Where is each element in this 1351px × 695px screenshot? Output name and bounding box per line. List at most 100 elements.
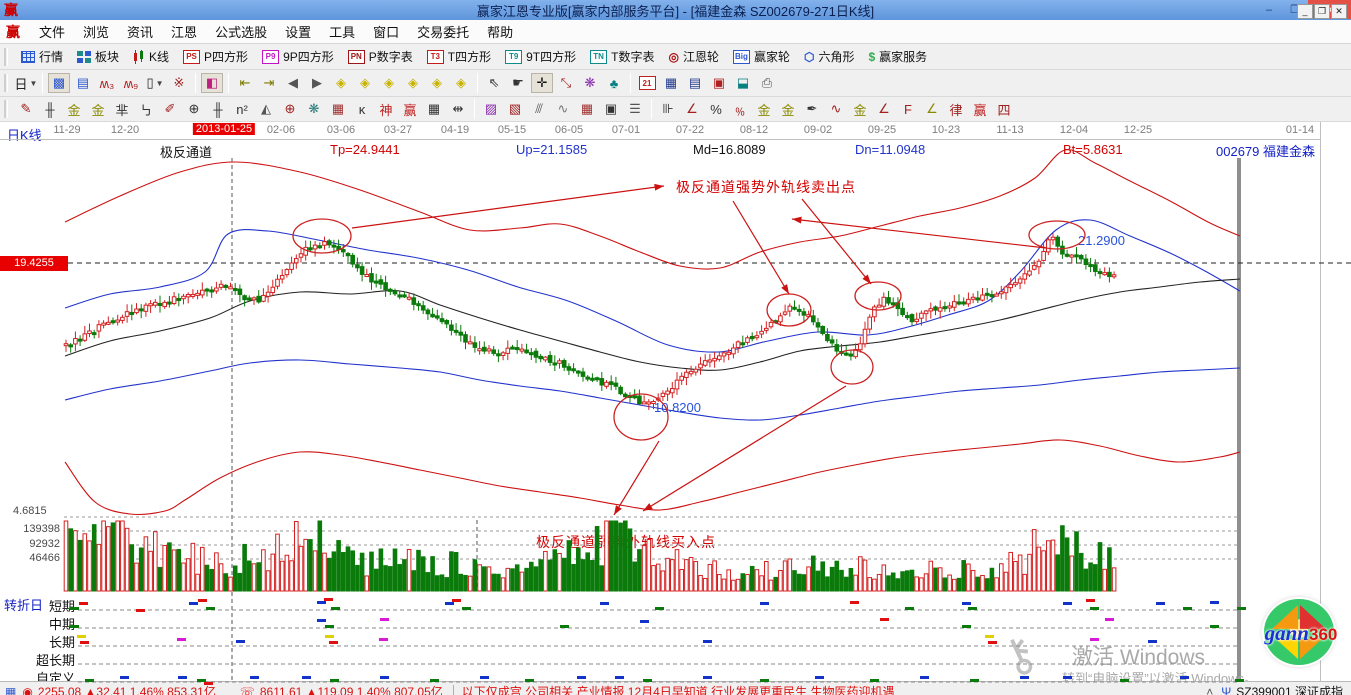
gann-square-icon[interactable]: ▦: [331, 101, 345, 116]
toolbar-handle[interactable]: [4, 100, 8, 118]
gann-fline-icon[interactable]: F: [904, 101, 912, 117]
winner-service-button[interactable]: $ 赢家服务: [868, 49, 928, 65]
pattern-mode-icon[interactable]: ▩: [48, 73, 70, 93]
panel-row-长期[interactable]: 长期: [48, 635, 75, 650]
gann-grid2-icon[interactable]: ╫: [213, 101, 223, 117]
mdi-close-button[interactable]: ✕: [1331, 4, 1347, 19]
gann-star-icon[interactable]: ❋: [308, 101, 320, 116]
t-number-table-button[interactable]: TN T数字表: [583, 47, 661, 66]
wave3-icon[interactable]: ʍ₃: [99, 75, 115, 91]
9p-square-button[interactable]: P9 9P四方形: [255, 47, 341, 66]
gann-f-icon[interactable]: 芈: [115, 102, 129, 118]
gann-spiral-icon[interactable]: ㇉: [139, 102, 153, 118]
p-number-table-button[interactable]: PN P数字表: [341, 47, 420, 66]
candle-style-icon[interactable]: ▯ ▼: [146, 75, 164, 90]
panel-row-超长期[interactable]: 超长期: [35, 653, 75, 668]
pointer-tool-icon[interactable]: ⇖: [488, 75, 500, 90]
menu-交易委托[interactable]: 交易委托: [417, 25, 470, 40]
kline-button[interactable]: K线: [126, 47, 176, 66]
indicator-name[interactable]: 极反通道: [160, 145, 213, 160]
save-icon[interactable]: ▣: [712, 75, 726, 90]
gann-grid1-icon[interactable]: ╫: [45, 101, 55, 117]
menu-窗口[interactable]: 窗口: [373, 25, 400, 40]
t-square-button[interactable]: T3 T四方形: [420, 47, 498, 66]
gann-box2-icon[interactable]: ▧: [508, 101, 522, 116]
gann-wave2-icon[interactable]: ∿: [830, 101, 842, 116]
gann-circle-icon[interactable]: ⊕: [188, 101, 200, 116]
gann-gold1-icon[interactable]: 金: [67, 102, 81, 118]
p-square-button[interactable]: PS P四方形: [176, 47, 255, 66]
gann-angle-icon[interactable]: ◭: [261, 101, 271, 116]
volume-profile-icon[interactable]: ◧: [201, 73, 223, 93]
menu-资讯[interactable]: 资讯: [127, 25, 154, 40]
gann-fan-icon[interactable]: ⫻: [535, 101, 543, 116]
phone-icon[interactable]: ☏: [239, 684, 255, 695]
calendar-icon[interactable]: 21: [636, 73, 658, 93]
minimize-button[interactable]: –: [1265, 3, 1273, 16]
wave9-icon[interactable]: ʍ₉: [123, 75, 139, 91]
panel-row-中期[interactable]: 中期: [48, 617, 75, 632]
hexagon-button[interactable]: ⬡ 六角形: [803, 49, 855, 65]
memo-icon[interactable]: ▤: [688, 75, 702, 90]
gann-angle2-icon[interactable]: ∠: [878, 101, 890, 116]
index-shortcut[interactable]: SZ399001 深证成指: [1236, 685, 1343, 695]
menu-浏览[interactable]: 浏览: [83, 25, 110, 40]
net-icon[interactable]: ⬓: [736, 75, 750, 90]
gann-k-icon[interactable]: ĸ: [358, 101, 366, 117]
toolbar-handle[interactable]: [4, 74, 8, 92]
gann-win2-icon[interactable]: 赢: [973, 102, 987, 118]
last-bar-icon[interactable]: ⇥: [263, 75, 275, 90]
crosshair-tool-icon[interactable]: ✛: [531, 73, 553, 93]
expand-x-icon[interactable]: ◈: [384, 75, 394, 90]
gann-win-icon[interactable]: 赢: [403, 102, 417, 118]
mdi-restore-button[interactable]: ❐: [1314, 4, 1330, 19]
news-ticker[interactable]: 以下仅成宫 公司相关 产业情报 12月4日早知道 行业发展更重民生 生物医药迎机…: [461, 685, 895, 695]
gann-target-icon[interactable]: ⊕: [284, 101, 296, 116]
collapse-caret-icon[interactable]: ˄: [1206, 684, 1214, 695]
zoom-left-icon[interactable]: ◈: [336, 75, 346, 90]
menu-帮助[interactable]: 帮助: [487, 25, 514, 40]
menu-公式选股[interactable]: 公式选股: [215, 25, 268, 40]
gann-pct3-icon[interactable]: ﹪: [733, 102, 747, 118]
chart-splitter[interactable]: [1237, 158, 1241, 681]
gann-grid3-icon[interactable]: ▦: [427, 101, 441, 116]
hand-tool-icon[interactable]: ☛: [512, 75, 524, 90]
expand-y-icon[interactable]: ◈: [456, 75, 466, 90]
gann-gold4-icon[interactable]: 金: [781, 102, 795, 118]
panel-row-短期[interactable]: 短期: [48, 599, 75, 614]
gann-box1-icon[interactable]: ▨: [484, 101, 498, 116]
gann-ruler-icon[interactable]: ⊪: [662, 101, 674, 116]
gann-gold5-icon[interactable]: 金: [853, 102, 867, 118]
next-bar-icon[interactable]: ▶: [312, 75, 322, 90]
gann-gold3-icon[interactable]: 金: [757, 102, 771, 118]
gann-lv-icon[interactable]: 律: [949, 102, 963, 118]
shanghai-index-quote[interactable]: 2255.08 ▲32.41 1.46% 853.31亿: [37, 685, 216, 695]
info-card-icon[interactable]: ▤: [76, 75, 90, 90]
gann-gold2-icon[interactable]: 金: [91, 102, 105, 118]
gann-angle3-icon[interactable]: ∠: [926, 101, 938, 116]
gann-pct1-icon[interactable]: ∠: [686, 101, 698, 116]
print-icon[interactable]: ⎙: [761, 75, 773, 90]
sectors-button[interactable]: 板块: [70, 47, 126, 66]
gann-four-icon[interactable]: 四: [997, 102, 1011, 118]
gann-wheel-button[interactable]: ◎ 江恩轮: [668, 49, 719, 65]
compress-y-icon[interactable]: ◈: [432, 75, 442, 90]
measure-tool-icon[interactable]: ⤡: [560, 75, 572, 90]
restore-button[interactable]: ❐: [1290, 4, 1300, 16]
kline-period-icon[interactable]: 日 ▼: [14, 76, 38, 92]
gann-pct2-icon[interactable]: %: [710, 101, 722, 117]
toolbar-handle[interactable]: [4, 47, 8, 66]
gann-width-icon[interactable]: ⇹: [452, 101, 464, 116]
stamp-icon[interactable]: ※: [173, 75, 185, 90]
calculator-icon[interactable]: ▦: [664, 75, 678, 90]
gann-shen-icon[interactable]: 神: [379, 102, 393, 118]
prev-bar-icon[interactable]: ◀: [288, 75, 298, 90]
gann-pen-icon[interactable]: ✎: [20, 101, 32, 116]
menu-江恩[interactable]: 江恩: [171, 25, 198, 40]
cloud-tool-icon[interactable]: ♣: [609, 75, 619, 91]
first-bar-icon[interactable]: ⇤: [239, 75, 251, 90]
shenzhen-index-quote[interactable]: 8611.61 ▲119.09 1.40% 807.05亿: [259, 685, 443, 695]
menu-设置[interactable]: 设置: [285, 25, 312, 40]
zoom-right-icon[interactable]: ◈: [360, 75, 370, 90]
flower-tool-icon[interactable]: ❋: [584, 75, 596, 90]
